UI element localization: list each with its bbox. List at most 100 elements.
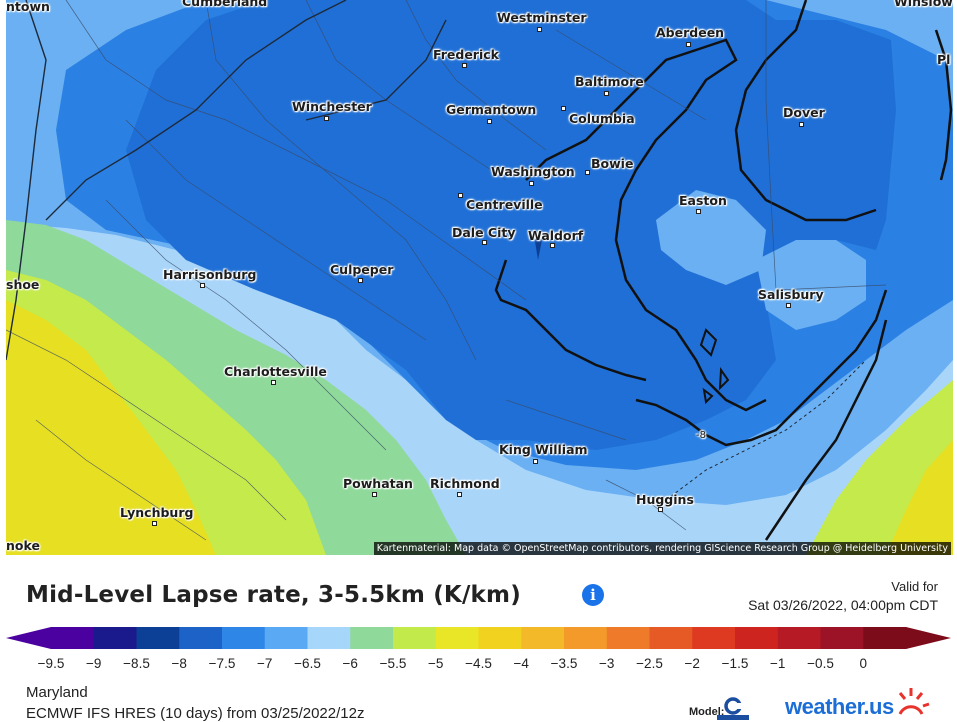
- city-label-washington: Washington: [491, 164, 575, 179]
- colorbar-swatch: [777, 627, 821, 649]
- region-label: Maryland: [26, 684, 88, 701]
- colorbar: [6, 627, 951, 649]
- colorbar-tick-label: −1.5: [721, 656, 749, 671]
- city-label-winchester: Winchester: [292, 99, 372, 114]
- colorbar-left-arrow: [6, 627, 51, 649]
- colorbar-tick-label: −5: [428, 656, 444, 671]
- city-label-dover: Dover: [783, 105, 825, 120]
- city-label-lynchburg: Lynchburg: [120, 505, 194, 520]
- colorbar-swatch: [51, 627, 95, 649]
- forecast-map[interactable]: Cumberland ntown Winslow Pl Westminster …: [6, 0, 953, 555]
- colorbar-swatch: [735, 627, 779, 649]
- colorbar-tick-label: −2.5: [636, 656, 663, 671]
- colorbar-tick-label: −6: [342, 656, 358, 671]
- colorbar-tick-label: −2: [684, 656, 700, 671]
- colorbar-swatch: [521, 627, 565, 649]
- city-marker: [537, 27, 542, 32]
- city-label-waldorf: Waldorf: [528, 228, 584, 243]
- city-label-baltimore: Baltimore: [575, 74, 644, 89]
- city-marker: [799, 122, 804, 127]
- colorbar-swatch: [350, 627, 394, 649]
- city-label-shoe-partial: shoe: [6, 277, 40, 292]
- city-label-easton: Easton: [679, 193, 727, 208]
- brand-logo[interactable]: weather.us: [785, 694, 894, 719]
- colorbar-swatch: [692, 627, 736, 649]
- colorbar-swatch: [435, 627, 479, 649]
- colorbar-tick-label: −3: [599, 656, 615, 671]
- colorbar-swatch: [820, 627, 864, 649]
- city-marker: [585, 170, 590, 175]
- colorbar-tick-label: −9: [86, 656, 102, 671]
- colorbar-swatch: [478, 627, 522, 649]
- city-marker: [529, 181, 534, 186]
- city-label-frederick: Frederick: [433, 47, 499, 62]
- colorbar-swatch: [179, 627, 223, 649]
- valid-time: Sat 03/26/2022, 04:00pm CDT: [748, 597, 938, 613]
- map-attribution[interactable]: Kartenmaterial: Map data © OpenStreetMap…: [373, 542, 951, 555]
- colorbar-swatch: [93, 627, 137, 649]
- city-label-harrisonburg: Harrisonburg: [163, 267, 257, 282]
- city-marker: [533, 459, 538, 464]
- colorbar-tick-label: −7: [257, 656, 273, 671]
- colorbar-tick-label: −8.5: [123, 656, 150, 671]
- city-label-bowie: Bowie: [591, 156, 634, 171]
- city-label-dale-city: Dale City: [452, 225, 516, 240]
- colorbar-swatch: [264, 627, 308, 649]
- city-label-salisbury: Salisbury: [758, 287, 824, 302]
- city-marker: [457, 492, 462, 497]
- city-label-richmond: Richmond: [430, 476, 500, 491]
- city-label-roanoke-partial: noke: [6, 538, 40, 553]
- colorbar-swatch: [136, 627, 180, 649]
- valid-for-label: Valid for: [891, 579, 938, 594]
- model-label: Model:: [689, 706, 725, 718]
- colorbar-tick-label: −4.5: [465, 656, 492, 671]
- city-label-culpeper: Culpeper: [330, 262, 394, 277]
- city-label-charlottesville: Charlottesville: [224, 364, 327, 379]
- city-label-king-william: King William: [499, 442, 588, 457]
- city-label-pl-partial: Pl: [937, 52, 951, 67]
- map-fields: [6, 0, 953, 555]
- city-label-westminster: Westminster: [497, 10, 587, 25]
- city-marker: [324, 116, 329, 121]
- colorbar-swatch: [863, 627, 907, 649]
- city-marker: [271, 380, 276, 385]
- city-marker: [482, 240, 487, 245]
- city-marker: [372, 492, 377, 497]
- city-marker: [487, 119, 492, 124]
- colorbar-tick-label: −9.5: [37, 656, 65, 671]
- city-marker: [462, 63, 467, 68]
- colorbar-swatch: [307, 627, 351, 649]
- sun-icon: [898, 688, 930, 715]
- city-label-hagerstown-partial: ntown: [6, 0, 50, 14]
- ecmwf-logo-icon[interactable]: [717, 695, 749, 720]
- colorbar-tick-label: −5.5: [379, 656, 407, 671]
- city-marker: [200, 283, 205, 288]
- colorbar-swatch: [222, 627, 266, 649]
- colorbar-swatch: [606, 627, 650, 649]
- city-label-winslow-partial: Winslow: [894, 0, 953, 9]
- city-marker: [561, 106, 566, 111]
- city-marker: [358, 278, 363, 283]
- colorbar-tick-label: −6.5: [294, 656, 321, 671]
- city-label-huggins: Huggins: [636, 492, 694, 507]
- colorbar-tick-label: −4: [513, 656, 529, 671]
- colorbar-tick-label: −3.5: [550, 656, 578, 671]
- city-marker: [686, 42, 691, 47]
- colorbar-tick-label: 0: [859, 656, 868, 671]
- city-label-aberdeen: Aberdeen: [656, 25, 725, 40]
- info-icon[interactable]: i: [582, 584, 604, 606]
- colorbar-tick-label: −8: [171, 656, 187, 671]
- model-run-label: ECMWF IFS HRES (10 days) from 03/25/2022…: [26, 705, 365, 722]
- colorbar-swatch: [564, 627, 608, 649]
- city-marker: [696, 209, 701, 214]
- city-label-powhatan: Powhatan: [343, 476, 413, 491]
- city-marker: [786, 303, 791, 308]
- colorbar-tick-label: −1: [770, 656, 786, 671]
- city-label-cumberland: Cumberland: [182, 0, 268, 9]
- colorbar-right-arrow: [906, 627, 951, 649]
- city-label-centreville: Centreville: [466, 197, 543, 212]
- city-marker: [658, 507, 663, 512]
- panel-title: Mid-Level Lapse rate, 3-5.5km (K/km): [26, 582, 521, 608]
- city-marker: [458, 193, 463, 198]
- city-marker: [550, 243, 555, 248]
